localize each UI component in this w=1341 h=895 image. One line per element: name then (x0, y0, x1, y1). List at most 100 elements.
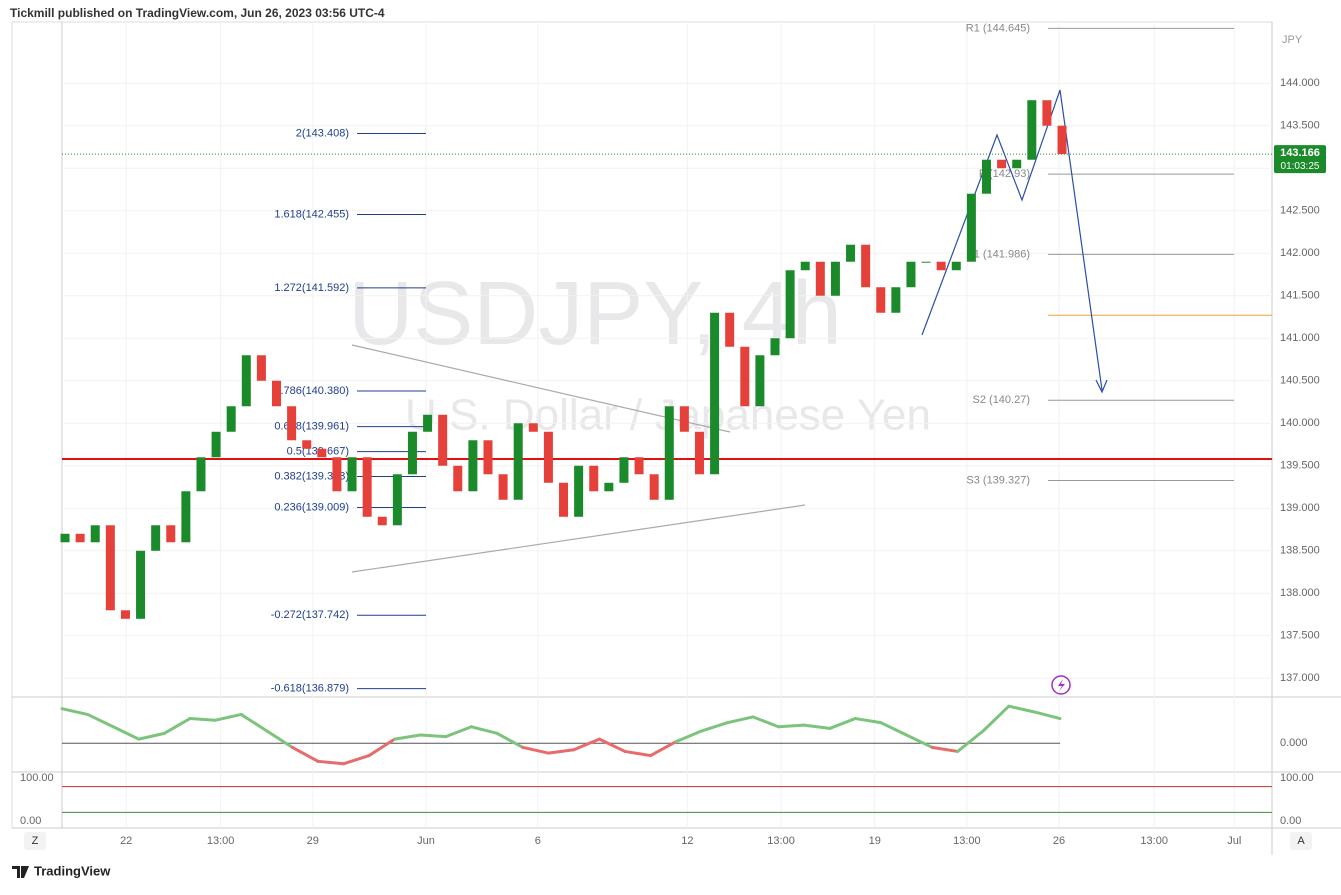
x-tick-label: Jul (1227, 835, 1241, 847)
candle (891, 287, 901, 313)
watermark-symbol: USDJPY, 4h (348, 264, 842, 364)
candle (649, 474, 659, 500)
candle (997, 159, 1007, 169)
publisher: Tickmill published on TradingView.com, J… (10, 6, 385, 20)
oscillator-segment (521, 745, 550, 755)
oscillator-segment (956, 729, 985, 753)
y-tick-label: 140.000 (1280, 417, 1320, 429)
event-icon[interactable] (1051, 675, 1071, 695)
candle (846, 244, 856, 262)
candle (407, 431, 417, 475)
countdown: 01:03:25 (1281, 161, 1320, 172)
y-tick-label: 141.000 (1280, 332, 1320, 344)
last-price-box (1274, 145, 1326, 174)
fib-label: 0.236(139.009) (274, 501, 349, 513)
fib-label: 0.382(139.373) (274, 470, 349, 482)
button-label[interactable]: Z (32, 835, 39, 847)
oscillator-segment (265, 729, 294, 749)
candle (589, 465, 599, 492)
currency: JPY (1282, 34, 1303, 46)
button-label[interactable]: A (1297, 835, 1305, 847)
oscillator-segment (930, 745, 960, 753)
x-tick-label: 13:00 (207, 835, 235, 847)
candle (513, 423, 523, 500)
y-tick-label: 140.500 (1280, 375, 1320, 387)
y-tick-label: 138.000 (1280, 587, 1320, 599)
oscillator-segment (751, 715, 781, 729)
brand: TradingView (34, 863, 111, 878)
candle (1042, 100, 1052, 126)
candle (483, 440, 493, 475)
x-tick-label: 19 (869, 835, 881, 847)
x-tick-label: 29 (307, 835, 319, 847)
trendline (351, 504, 806, 573)
candle (725, 312, 735, 347)
candle (196, 457, 206, 492)
candle (815, 261, 825, 296)
candle (1057, 125, 1067, 155)
candle (241, 355, 251, 407)
candle (906, 261, 916, 288)
y-tick-label: 100.00 (1280, 772, 1314, 784)
candle (272, 380, 282, 407)
candle (75, 533, 85, 543)
candle (423, 414, 433, 432)
candle (317, 448, 327, 458)
oscillator-segment (60, 707, 90, 716)
y-tick-label: 138.500 (1280, 545, 1320, 557)
oscillator-segment (700, 721, 729, 733)
candle (634, 457, 644, 475)
pivot-label: S2 (140.27) (973, 394, 1030, 406)
candle (694, 431, 704, 475)
y-tick-label: 143.500 (1280, 120, 1320, 132)
candle (211, 431, 221, 458)
candle (181, 491, 191, 543)
candle (60, 533, 70, 543)
oscillator-segment (981, 704, 1011, 733)
oscillator-segment (316, 759, 345, 766)
oscillator-segment (341, 754, 371, 766)
y-tick-label: 141.500 (1280, 290, 1320, 302)
candle (438, 414, 448, 466)
oscillator-segment (725, 715, 755, 725)
candle (362, 457, 372, 517)
pivot-label: S3 (139.327) (966, 474, 1030, 486)
candle (302, 440, 312, 449)
candle (966, 193, 976, 262)
candle (226, 406, 236, 432)
candle (619, 457, 629, 483)
candle (936, 261, 946, 271)
candle (256, 355, 266, 381)
button[interactable] (1290, 832, 1312, 850)
oscillator-segment (853, 717, 883, 725)
candle (90, 525, 100, 543)
fib-label: 1.272(141.592) (274, 282, 349, 294)
button[interactable] (24, 832, 46, 850)
oscillator-segment (188, 717, 218, 722)
y-tick-label: 144.000 (1280, 77, 1320, 89)
oscillator-segment (418, 733, 448, 739)
candle (1027, 100, 1037, 160)
oscillator-segment (904, 733, 934, 749)
pivot-label: R1 (144.645) (966, 22, 1030, 34)
candle (664, 406, 674, 500)
oscillator-segment (214, 712, 243, 722)
oscillator-segment (623, 749, 653, 758)
oscillator-segment (1007, 704, 1036, 714)
candle (347, 457, 357, 492)
candle (559, 482, 569, 517)
candle (543, 431, 553, 483)
y-tick-label: 139.500 (1280, 460, 1320, 472)
y-tick-label: 137.500 (1280, 630, 1320, 642)
y-tick-label: 139.000 (1280, 502, 1320, 514)
oscillator-segment (137, 731, 166, 741)
oscillator-segment (597, 737, 627, 753)
oscillator-segment (469, 725, 499, 735)
x-tick-label: 6 (535, 835, 541, 847)
candle (740, 346, 750, 407)
oscillator-segment (495, 731, 525, 749)
candle (876, 287, 886, 313)
oscillator-segment (111, 725, 141, 741)
candle (830, 261, 840, 296)
